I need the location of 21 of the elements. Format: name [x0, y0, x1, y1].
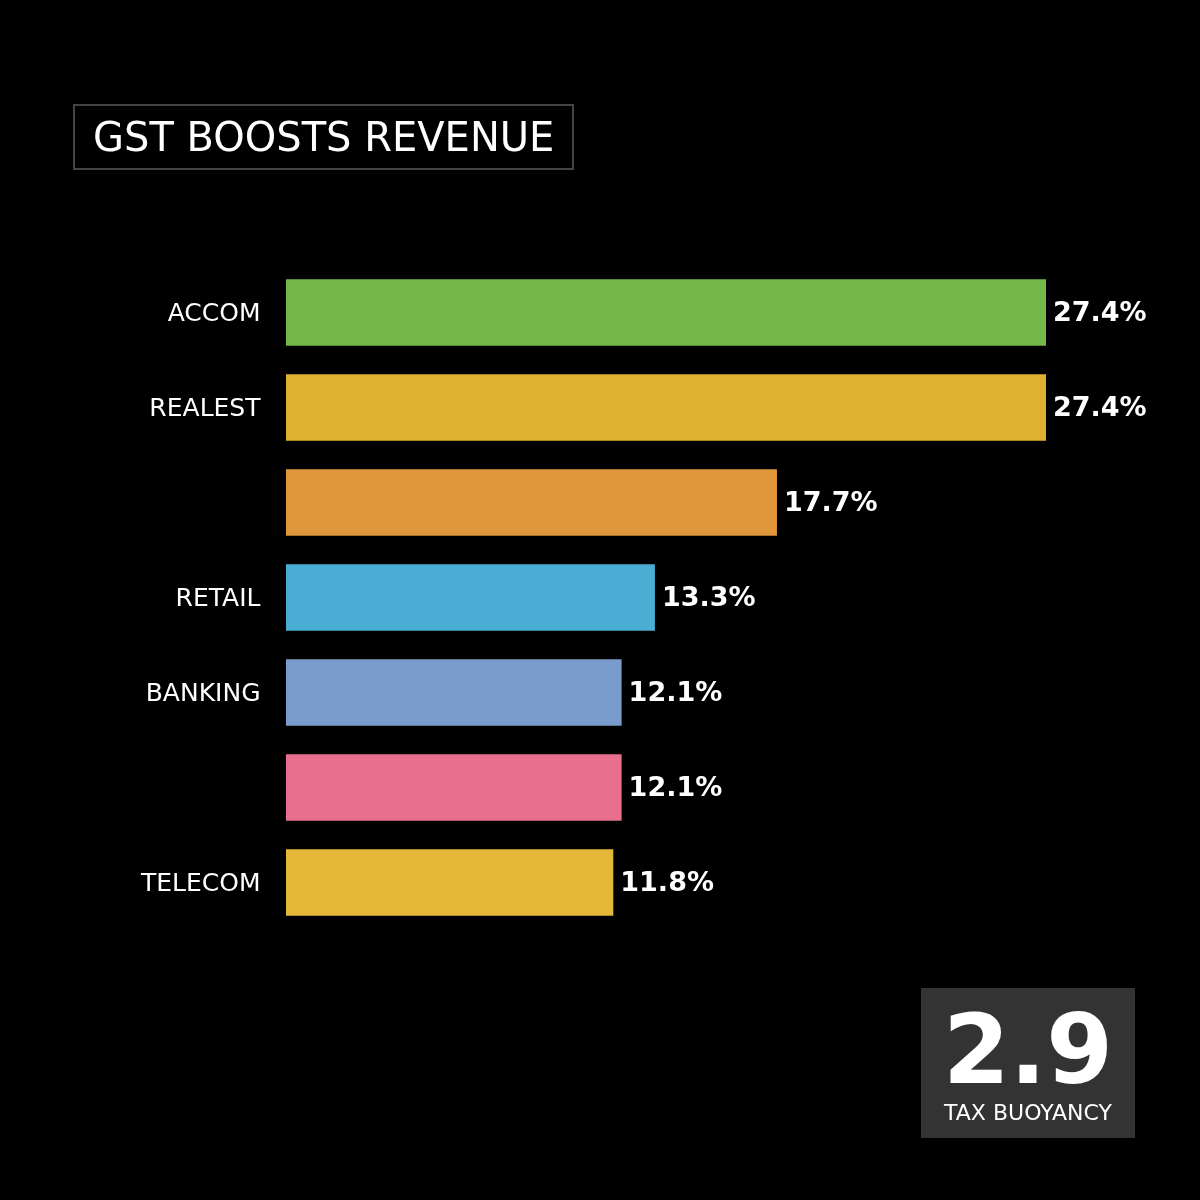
data-label: 27.4% — [1053, 390, 1147, 422]
chart-title: GST BOOSTS REVENUE — [73, 104, 575, 170]
y-tick-label: BANKING — [145, 677, 261, 707]
data-label: 27.4% — [1053, 295, 1147, 327]
data-label: 12.1% — [628, 675, 723, 707]
data-label: 11.8% — [620, 865, 714, 897]
y-tick-label: TELECOM — [140, 867, 261, 897]
data-label: 13.3% — [661, 580, 756, 612]
data-label: 17.7% — [783, 485, 878, 517]
y-tick-label: REALEST — [149, 392, 262, 422]
bar — [286, 659, 622, 726]
buoyancy-card: 2.9 TAX BUOYANCY — [921, 988, 1135, 1138]
bar — [286, 279, 1046, 346]
bar — [286, 374, 1046, 441]
bar — [286, 754, 622, 821]
y-tick-label: ACCOM — [167, 297, 261, 327]
data-label: 12.1% — [628, 770, 723, 802]
y-tick-label: RETAIL — [175, 582, 261, 612]
bar — [286, 469, 777, 536]
bar — [286, 564, 655, 631]
bar — [286, 849, 614, 916]
